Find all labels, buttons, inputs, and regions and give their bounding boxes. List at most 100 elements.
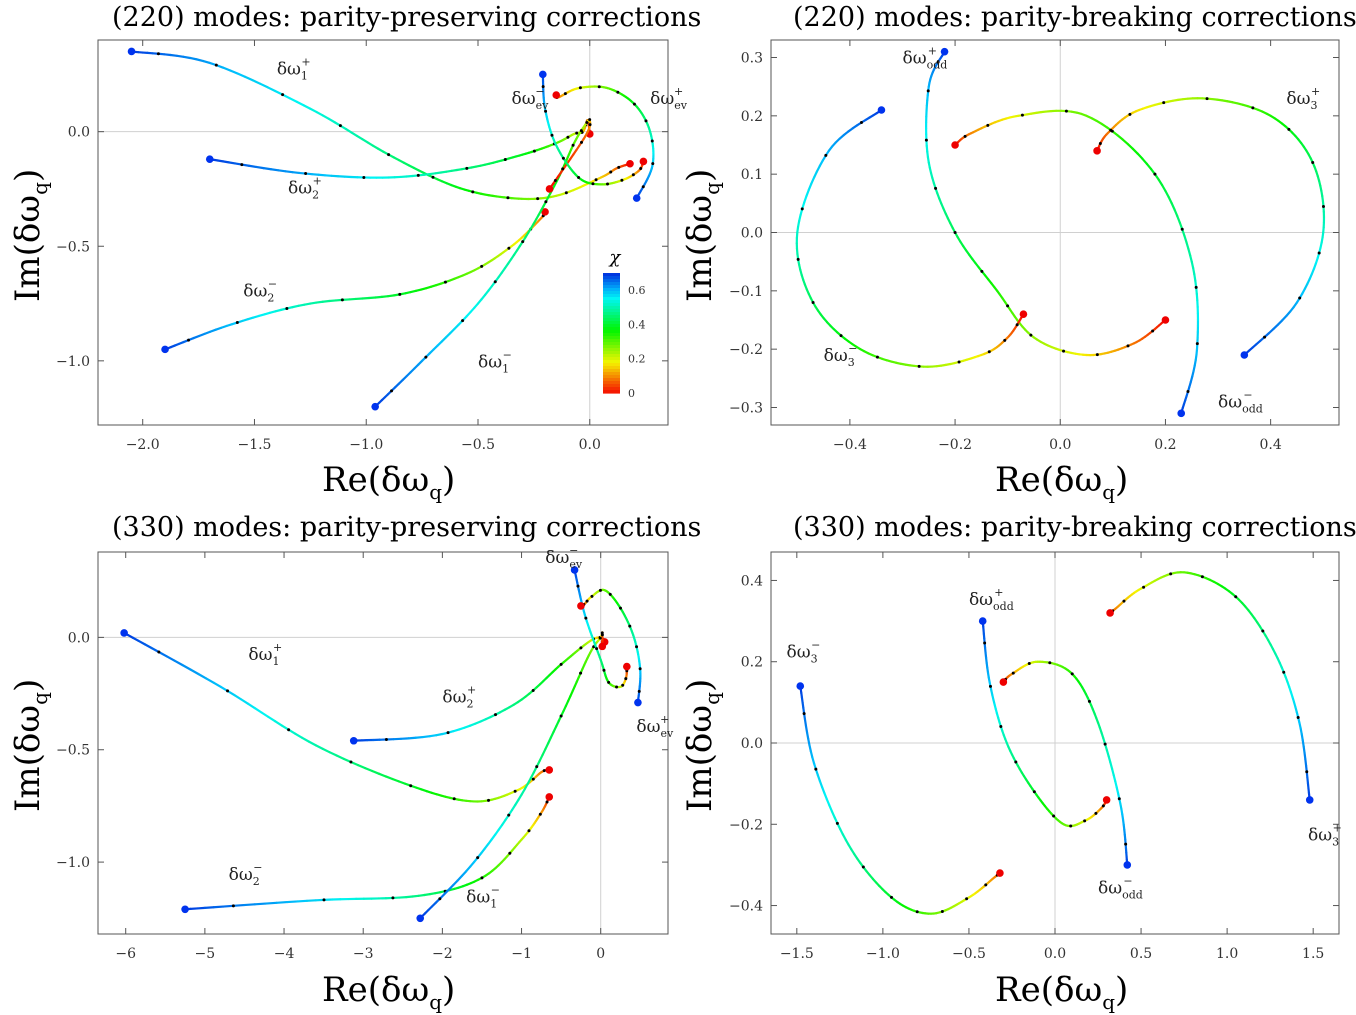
chi-marker <box>835 821 839 825</box>
x-tick-label: −0.4 <box>833 437 867 453</box>
series-3-minus: δω3− <box>786 639 1004 915</box>
chi-marker <box>861 865 865 869</box>
chi-marker <box>340 298 344 302</box>
colorbar-swatch <box>603 345 620 349</box>
chi-marker <box>1064 109 1068 113</box>
colorbar-swatch <box>603 321 620 325</box>
panel4-xlabel: Re(δωq) <box>995 970 1129 1014</box>
chi-marker <box>915 910 919 914</box>
end-point <box>577 602 585 610</box>
chi-marker <box>226 689 230 693</box>
series-label: δω1− <box>466 884 500 911</box>
chi-marker <box>513 789 517 793</box>
curve-segment <box>305 899 317 902</box>
series-label: δω2+ <box>442 684 476 711</box>
end-point <box>545 766 554 774</box>
start-point <box>120 629 128 637</box>
series-label: δω3− <box>824 342 858 369</box>
curve-segment <box>143 643 153 650</box>
colorbar-tick-label: 0.4 <box>628 318 646 331</box>
end-point <box>552 91 561 99</box>
panel2-title: (220) modes: parity-breaking corrections <box>793 2 1356 33</box>
start-point <box>349 736 358 745</box>
x-tick-label: −4 <box>274 946 295 962</box>
curve-segment <box>414 735 425 739</box>
chi-marker <box>924 138 928 142</box>
chi-marker <box>536 197 540 201</box>
colorbar-title: χ <box>608 247 622 268</box>
chi-marker <box>561 156 565 160</box>
series-label: δωodd+ <box>902 44 947 71</box>
curve-segment <box>173 659 184 667</box>
x-tick-label: 0.2 <box>1154 437 1176 453</box>
chi-marker <box>235 321 239 325</box>
chi-marker <box>1014 760 1018 764</box>
chi-marker <box>1296 715 1300 719</box>
chi-marker <box>362 175 366 179</box>
colorbar-swatch <box>603 378 620 382</box>
start-point <box>539 70 547 79</box>
chi-marker <box>507 246 511 250</box>
end-point <box>1102 796 1111 804</box>
colorbar-swatch <box>603 309 620 313</box>
chi-marker <box>487 798 491 802</box>
end-point <box>598 642 607 651</box>
series-1-minus: δω1− <box>416 631 607 923</box>
chi-marker <box>602 668 606 672</box>
series-2-minus: δω2− <box>181 793 554 914</box>
curve-segment <box>1141 157 1148 165</box>
curve-segment <box>240 698 250 705</box>
colorbar-swatch <box>603 324 620 328</box>
chi-marker <box>1032 790 1036 794</box>
chi-marker <box>507 813 511 817</box>
panel1-xlabel: Re(δωq) <box>322 460 456 504</box>
chi-marker <box>598 636 602 640</box>
curve-segment <box>182 55 192 60</box>
chi-marker <box>984 883 988 887</box>
chi-marker <box>631 173 635 177</box>
end-point <box>1019 310 1028 318</box>
chi-marker <box>480 264 484 268</box>
chi-marker <box>156 52 160 56</box>
chi-marker <box>550 133 554 137</box>
chi-marker <box>571 143 575 147</box>
y-tick-label: 0.0 <box>741 736 763 752</box>
panel1-title: (220) modes: parity-preserving correctio… <box>112 2 702 33</box>
colorbar-swatch <box>603 294 620 298</box>
curve-segment <box>232 903 246 907</box>
y-tick-label: 0.0 <box>68 630 90 646</box>
curve-segment <box>309 107 318 114</box>
series-label: δω2+ <box>288 175 322 202</box>
chi-marker <box>624 677 628 681</box>
chi-marker <box>503 158 507 162</box>
chi-marker <box>608 592 612 596</box>
chi-marker <box>1052 814 1056 818</box>
colorbar-swatch <box>603 303 620 307</box>
chi-marker <box>544 200 548 204</box>
chi-marker <box>214 63 218 67</box>
chi-marker <box>585 121 589 125</box>
curve-segment <box>1157 178 1164 187</box>
chi-marker <box>1101 804 1105 808</box>
curve-segment <box>321 747 331 754</box>
chi-marker <box>1094 811 1098 815</box>
chi-marker <box>585 599 589 603</box>
panel-1: −2.0 −1.5 −1.0 −0.5 0.0 0.0 −0.5 −1.0 δω1+ δω2+ δω… <box>56 39 688 453</box>
chi-marker <box>521 240 525 244</box>
chi-marker <box>493 280 497 284</box>
colorbar-swatch <box>603 339 620 343</box>
chi-marker <box>480 876 484 880</box>
chi-marker <box>963 134 967 138</box>
curve-segment <box>321 114 330 120</box>
chi-marker <box>535 765 539 769</box>
chi-marker <box>590 594 594 598</box>
colorbar-swatch <box>603 372 620 376</box>
chi-marker <box>398 292 402 296</box>
chi-marker <box>531 688 535 692</box>
chi-marker <box>553 178 557 182</box>
curve-segment <box>267 715 277 723</box>
chi-marker <box>839 334 843 338</box>
y-tick-label: −0.4 <box>729 899 763 915</box>
chi-marker <box>465 166 469 170</box>
series-odd-minus: δωodd− <box>951 109 1263 418</box>
